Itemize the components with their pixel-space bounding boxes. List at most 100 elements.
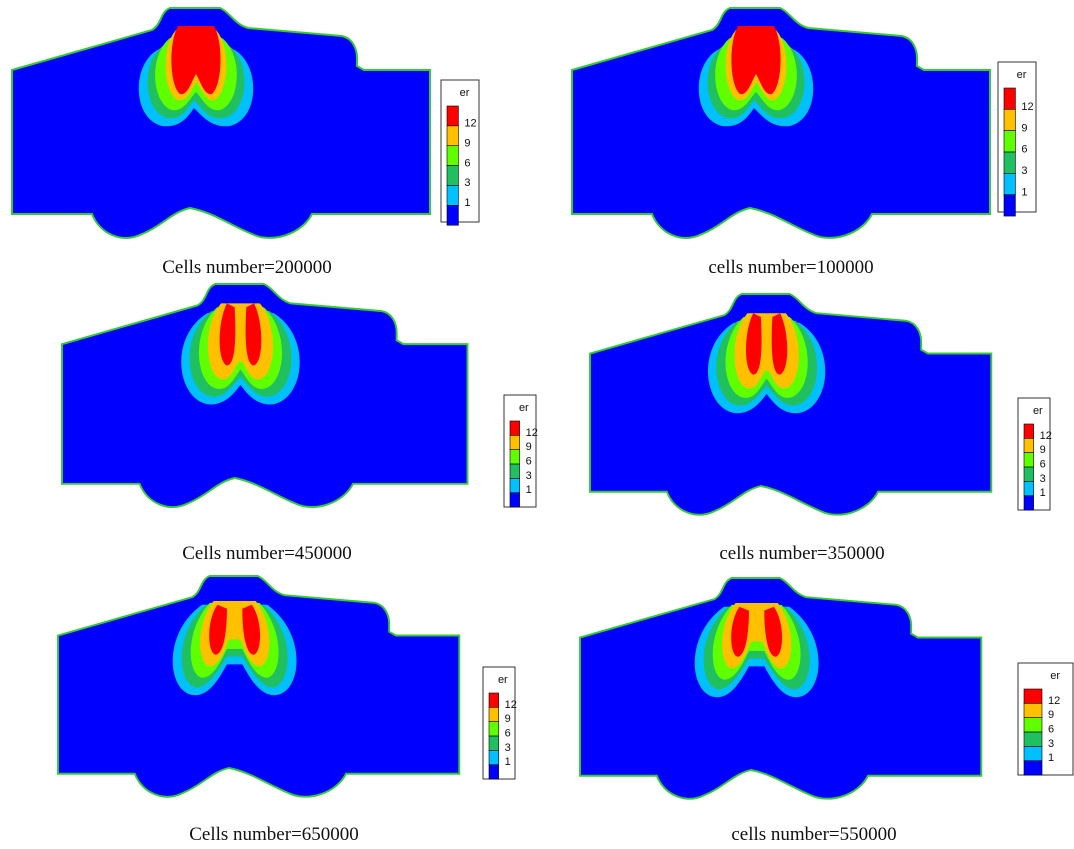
legend-tick-label: 12 <box>464 118 476 130</box>
legend-box <box>482 666 516 780</box>
legend-title: er <box>1050 670 1060 682</box>
contour-plot-panel-6 <box>579 577 983 800</box>
legend-tick-label: 9 <box>505 713 511 725</box>
legend-panel-4: er 12 9 6 3 1 <box>1017 397 1052 511</box>
legend-swatch <box>488 750 499 766</box>
caption-panel-5: Cells number=650000 <box>189 824 359 845</box>
legend-swatch <box>509 492 520 508</box>
legend-tick-label: 3 <box>1040 473 1046 485</box>
legend-swatch <box>1003 194 1016 217</box>
legend-swatch <box>509 463 520 479</box>
legend-swatch <box>488 764 499 780</box>
caption-panel-6: cells number=550000 <box>731 824 896 845</box>
contour-plot-panel-3 <box>61 283 469 508</box>
legend-tick-label: 1 <box>1021 186 1027 198</box>
legend-swatch <box>446 205 459 226</box>
legend-tick-label: 6 <box>1048 724 1054 736</box>
legend-swatch <box>1023 423 1034 439</box>
contour-level-6 <box>731 606 783 657</box>
legend-tick-label: 6 <box>505 728 511 740</box>
legend-tick-label: 3 <box>526 470 532 482</box>
legend-tick-label: 9 <box>464 137 470 149</box>
legend-swatch <box>1023 703 1043 719</box>
legend-tick-label: 9 <box>526 441 532 453</box>
legend-swatch <box>1023 717 1043 733</box>
legend-tick-label: 12 <box>526 427 538 439</box>
legend-swatch <box>488 692 499 708</box>
legend-swatch <box>1023 688 1043 704</box>
legend-swatch <box>488 707 499 723</box>
legend-swatch <box>1023 481 1034 497</box>
legend-swatch <box>1003 109 1016 131</box>
legend-tick-label: 9 <box>1048 709 1054 721</box>
legend-tick-label: 1 <box>1040 487 1046 499</box>
legend-panel-2: er 12 9 6 3 1 <box>997 61 1037 217</box>
legend-title: er <box>1033 405 1043 417</box>
legend-swatch <box>1003 130 1016 153</box>
legend-swatch <box>446 125 459 147</box>
legend-tick-label: 6 <box>1040 459 1046 471</box>
legend-tick-label: 6 <box>1021 144 1027 156</box>
legend-title: er <box>498 674 508 686</box>
legend-swatch <box>1023 438 1034 454</box>
legend-tick-label: 12 <box>1048 695 1060 707</box>
legend-swatch <box>1023 746 1043 762</box>
legend-swatch <box>446 185 459 206</box>
contour-level-6 <box>731 26 781 95</box>
legend-swatch <box>446 145 459 166</box>
captions-layer: Cells number=200000 cells number=100000 … <box>162 257 896 845</box>
legend-tick-label: 12 <box>505 699 517 711</box>
legend-swatch <box>1003 87 1016 110</box>
legend-tick-label: 3 <box>505 742 511 754</box>
legend-tick-label: 1 <box>505 756 511 768</box>
legend-swatch <box>509 478 520 494</box>
legend-panel-6: er 12 9 6 3 1 <box>1017 662 1074 776</box>
legend-box <box>503 394 537 508</box>
caption-panel-3: Cells number=450000 <box>182 543 352 564</box>
legend-swatch <box>488 721 499 737</box>
legend-swatch <box>446 105 459 127</box>
legend-swatch <box>1023 466 1034 482</box>
legend-swatch <box>446 165 459 186</box>
legend-tick-label: 1 <box>464 197 470 209</box>
legend-tick-label: 6 <box>526 456 532 468</box>
legend-tick-label: 9 <box>1040 444 1046 456</box>
contour-plot-panel-2 <box>571 7 991 239</box>
legend-title: er <box>460 87 470 99</box>
caption-panel-4: cells number=350000 <box>719 543 884 564</box>
legend-tick-label: 3 <box>1021 165 1027 177</box>
legend-swatch <box>1003 173 1016 196</box>
legend-tick-label: 12 <box>1021 101 1033 113</box>
legend-swatch <box>1023 760 1043 776</box>
legend-tick-label: 3 <box>1048 738 1054 750</box>
legend-swatch <box>509 420 520 436</box>
contour-level-6 <box>209 604 261 655</box>
contour-plot-panel-1 <box>11 7 431 239</box>
legend-swatch <box>1023 495 1034 511</box>
caption-panel-1: Cells number=200000 <box>162 257 332 278</box>
legend-tick-label: 12 <box>1040 430 1052 442</box>
legend-panel-3: er 12 9 6 3 1 <box>503 394 538 508</box>
panels-layer: er 12 9 6 3 1 er 12 9 6 3 1 er 12 9 6 3 1 er 12 9 6 3 1 er 12 9 6 3 1… <box>11 7 1074 800</box>
contour-level-6 <box>746 313 788 375</box>
legend-tick-label: 9 <box>1021 122 1027 134</box>
legend-tick-label: 6 <box>464 157 470 169</box>
caption-panel-2: cells number=100000 <box>708 257 873 278</box>
legend-swatch <box>1003 151 1016 174</box>
legend-tick-label: 1 <box>526 484 532 496</box>
legend-title: er <box>1017 69 1027 81</box>
legend-panel-1: er 12 9 6 3 1 <box>440 79 480 226</box>
contour-plot-panel-4 <box>589 293 993 516</box>
legend-box <box>1017 397 1051 511</box>
contour-plot-panel-5 <box>57 575 461 798</box>
contour-level-6 <box>171 26 221 95</box>
legend-swatch <box>509 435 520 451</box>
legend-swatch <box>1023 731 1043 747</box>
contour-level-6 <box>219 303 262 366</box>
legend-swatch <box>1023 452 1034 468</box>
legend-title: er <box>519 402 529 414</box>
legend-tick-label: 3 <box>464 177 470 189</box>
legend-swatch <box>488 735 499 751</box>
legend-swatch <box>509 449 520 465</box>
